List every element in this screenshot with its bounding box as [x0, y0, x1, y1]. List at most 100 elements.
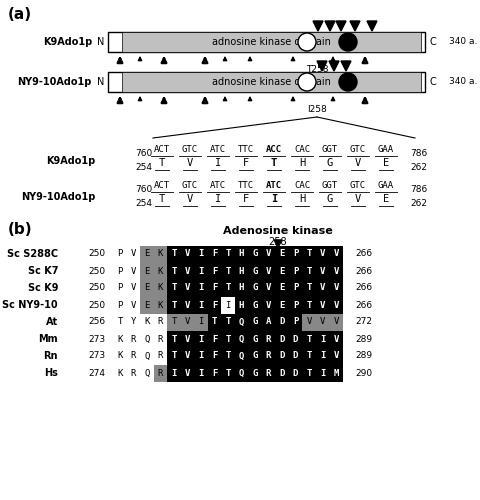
Text: M: M [333, 368, 339, 378]
Text: V: V [185, 352, 190, 360]
Bar [221, 364, 235, 382]
Text: F: F [212, 266, 217, 276]
Text: G: G [327, 194, 333, 204]
Text: F: F [212, 368, 217, 378]
Bar [235, 246, 248, 262]
Bar [289, 246, 302, 262]
Text: E: E [279, 266, 285, 276]
Text: I258: I258 [307, 105, 327, 114]
Text: 274: 274 [88, 368, 105, 378]
Bar [302, 364, 316, 382]
Text: V: V [131, 266, 136, 276]
Text: N: N [96, 37, 104, 47]
Bar [154, 262, 167, 280]
Bar [194, 280, 208, 296]
Text: Y: Y [131, 318, 136, 326]
Bar [262, 280, 275, 296]
Bar [302, 280, 316, 296]
Text: D: D [279, 352, 285, 360]
Bar [235, 296, 248, 314]
Text: K9Ado1p: K9Ado1p [43, 37, 92, 47]
Bar [235, 314, 248, 330]
Bar [302, 330, 316, 347]
Text: GTC: GTC [182, 145, 198, 154]
Text: 266: 266 [356, 300, 372, 310]
Text: T: T [171, 352, 177, 360]
Text: V: V [320, 300, 325, 310]
Text: 340 a. a.: 340 a. a. [449, 38, 480, 46]
Text: V: V [185, 266, 190, 276]
Text: P: P [117, 284, 123, 292]
Text: T: T [225, 284, 231, 292]
Text: 258: 258 [269, 237, 288, 247]
Bar [221, 348, 235, 364]
Text: T: T [306, 300, 312, 310]
Text: H: H [239, 266, 244, 276]
Text: K9Ado1p: K9Ado1p [46, 156, 95, 166]
Text: V: V [187, 194, 193, 204]
Bar [302, 262, 316, 280]
Bar [329, 348, 343, 364]
Bar [329, 280, 343, 296]
Text: P: P [293, 284, 298, 292]
Bar [248, 364, 262, 382]
Text: G: G [252, 368, 258, 378]
Text: T: T [171, 318, 177, 326]
Text: N: N [96, 77, 104, 87]
Text: F: F [212, 300, 217, 310]
Text: I: I [198, 318, 204, 326]
Bar [316, 296, 329, 314]
Text: G: G [252, 284, 258, 292]
Text: 250: 250 [88, 284, 105, 292]
Text: V: V [320, 266, 325, 276]
Text: V: V [333, 266, 339, 276]
Text: E: E [279, 300, 285, 310]
Bar [302, 314, 316, 330]
Text: I: I [320, 352, 325, 360]
Bar [181, 296, 194, 314]
Text: GAA: GAA [378, 145, 394, 154]
Text: 760: 760 [135, 150, 152, 158]
Text: Q: Q [239, 334, 244, 344]
Text: (a): (a) [8, 7, 32, 22]
Text: V: V [185, 250, 190, 258]
Bar [289, 280, 302, 296]
Text: R: R [158, 318, 163, 326]
Bar [167, 364, 181, 382]
Text: I: I [320, 368, 325, 378]
Text: R: R [266, 368, 271, 378]
Bar [221, 262, 235, 280]
Text: H: H [299, 194, 305, 204]
Text: GGT: GGT [322, 145, 338, 154]
Bar [221, 314, 235, 330]
Bar [221, 246, 235, 262]
Bar [194, 330, 208, 347]
Bar [275, 246, 289, 262]
Bar [316, 246, 329, 262]
Text: E: E [144, 300, 150, 310]
Bar [302, 348, 316, 364]
Text: E: E [144, 266, 150, 276]
Text: Sc K7: Sc K7 [27, 266, 58, 276]
Bar [208, 348, 221, 364]
Bar [262, 246, 275, 262]
Text: I: I [320, 334, 325, 344]
Text: ACT: ACT [154, 181, 170, 190]
Text: T: T [171, 284, 177, 292]
Text: G: G [252, 300, 258, 310]
Text: 786: 786 [410, 150, 427, 158]
Text: T: T [306, 266, 312, 276]
Text: Adenosine kinase: Adenosine kinase [223, 226, 333, 236]
Text: H: H [239, 284, 244, 292]
Text: 340 a. a.: 340 a. a. [449, 78, 480, 86]
Bar [140, 280, 154, 296]
Text: T: T [212, 318, 217, 326]
Text: G: G [252, 352, 258, 360]
Text: E: E [383, 194, 389, 204]
Text: Q: Q [239, 318, 244, 326]
Text: I: I [215, 194, 221, 204]
Text: T: T [271, 158, 277, 168]
Text: Hs: Hs [44, 368, 58, 378]
Bar [262, 330, 275, 347]
Text: adnosine kinase domain: adnosine kinase domain [212, 77, 331, 87]
